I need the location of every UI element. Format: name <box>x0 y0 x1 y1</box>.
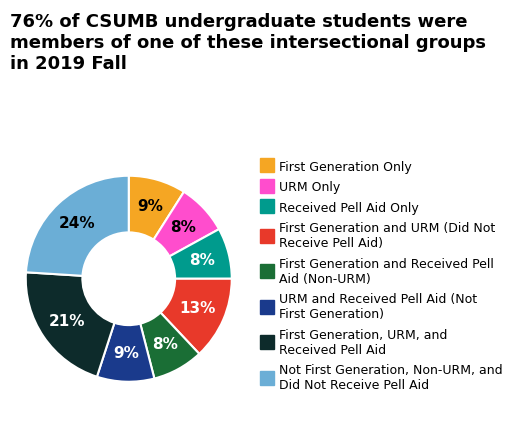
Wedge shape <box>97 323 154 382</box>
Text: 8%: 8% <box>188 252 215 268</box>
Text: 76% of CSUMB undergraduate students were
members of one of these intersectional : 76% of CSUMB undergraduate students were… <box>10 13 486 73</box>
Wedge shape <box>169 229 232 279</box>
Wedge shape <box>129 176 184 240</box>
Text: 13%: 13% <box>180 301 216 316</box>
Text: 9%: 9% <box>113 347 140 361</box>
Wedge shape <box>26 272 114 377</box>
Text: 24%: 24% <box>59 216 96 231</box>
Text: 21%: 21% <box>48 314 85 329</box>
Wedge shape <box>26 176 129 276</box>
Text: 8%: 8% <box>170 220 197 235</box>
Wedge shape <box>161 279 232 354</box>
Legend: First Generation Only, URM Only, Received Pell Aid Only, First Generation and UR: First Generation Only, URM Only, Receive… <box>254 154 509 399</box>
Text: 9%: 9% <box>137 199 163 214</box>
Wedge shape <box>140 313 199 379</box>
Text: 8%: 8% <box>152 337 178 352</box>
Wedge shape <box>153 192 219 256</box>
